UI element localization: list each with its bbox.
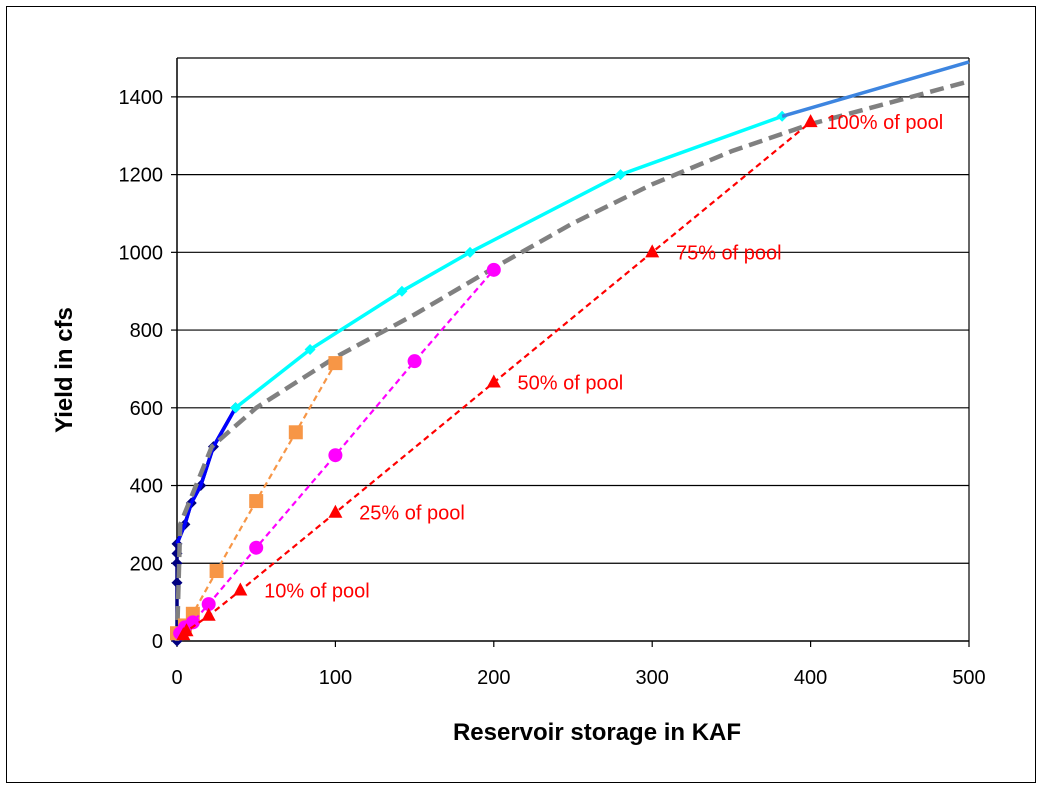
y-tick-label: 0 <box>152 631 163 653</box>
series-line-1 <box>175 406 238 545</box>
data-point-square <box>209 564 224 579</box>
x-tick-label: 0 <box>171 667 182 689</box>
series-line-3 <box>781 60 970 118</box>
data-point-diamond <box>304 344 316 355</box>
x-tick-label: 200 <box>477 667 510 689</box>
y-tick-label: 1200 <box>119 165 164 187</box>
series-line-4 <box>174 79 970 642</box>
axis-layer: 0 200 400 600 800 1000 1200 1400 0 100 200 300 400 50… <box>119 58 986 689</box>
data-point-diamond <box>776 110 788 122</box>
y-tick-label: 1000 <box>119 242 164 264</box>
y-tick-label: 600 <box>130 398 163 420</box>
data-point-square <box>249 494 264 509</box>
y-tick-label: 800 <box>130 320 163 342</box>
data-point-triangle <box>645 244 660 258</box>
series-line-2 <box>234 114 783 410</box>
data-point-circle <box>201 597 216 612</box>
series-line-7 <box>182 121 812 636</box>
y-axis-title: Yield in cfs <box>51 307 78 433</box>
data-point-diamond <box>230 402 242 414</box>
data-point-triangle <box>328 504 343 518</box>
data-point-circle <box>486 262 501 277</box>
pool-annotation: 50% of pool <box>518 373 624 395</box>
annotation-layer: 100% of pool 75% of pool 50% of pool 25% of… <box>264 112 943 602</box>
x-tick-label: 500 <box>952 667 985 689</box>
y-tick-label: 1400 <box>119 87 164 109</box>
y-tick-label: 400 <box>130 476 163 498</box>
data-point-circle <box>328 448 343 463</box>
data-point-diamond <box>615 169 627 181</box>
data-point-triangle <box>233 582 248 596</box>
data-point-square <box>328 356 343 371</box>
pool-annotation: 75% of pool <box>676 242 782 264</box>
data-point-diamond <box>396 285 408 297</box>
grid-layer <box>177 57 970 641</box>
x-tick-label: 300 <box>636 667 669 689</box>
data-point-triangle <box>803 114 818 128</box>
data-point-triangle <box>201 607 216 621</box>
pool-annotation: 10% of pool <box>264 580 370 602</box>
data-point-triangle <box>179 623 194 637</box>
x-tick-label: 100 <box>319 667 352 689</box>
data-point-circle <box>407 354 422 369</box>
x-axis-title: Reservoir storage in KAF <box>453 719 741 746</box>
data-point-circle <box>185 615 200 630</box>
data-point-square <box>288 425 303 440</box>
x-tick-label: 400 <box>794 667 827 689</box>
series-layer <box>170 60 970 647</box>
y-tick-label: 200 <box>130 553 163 575</box>
pool-annotation: 25% of pool <box>359 503 465 525</box>
data-point-diamond <box>464 246 476 258</box>
pool-annotation: 100% of pool <box>826 112 943 134</box>
data-point-triangle <box>486 374 501 388</box>
data-point-circle <box>249 540 264 555</box>
